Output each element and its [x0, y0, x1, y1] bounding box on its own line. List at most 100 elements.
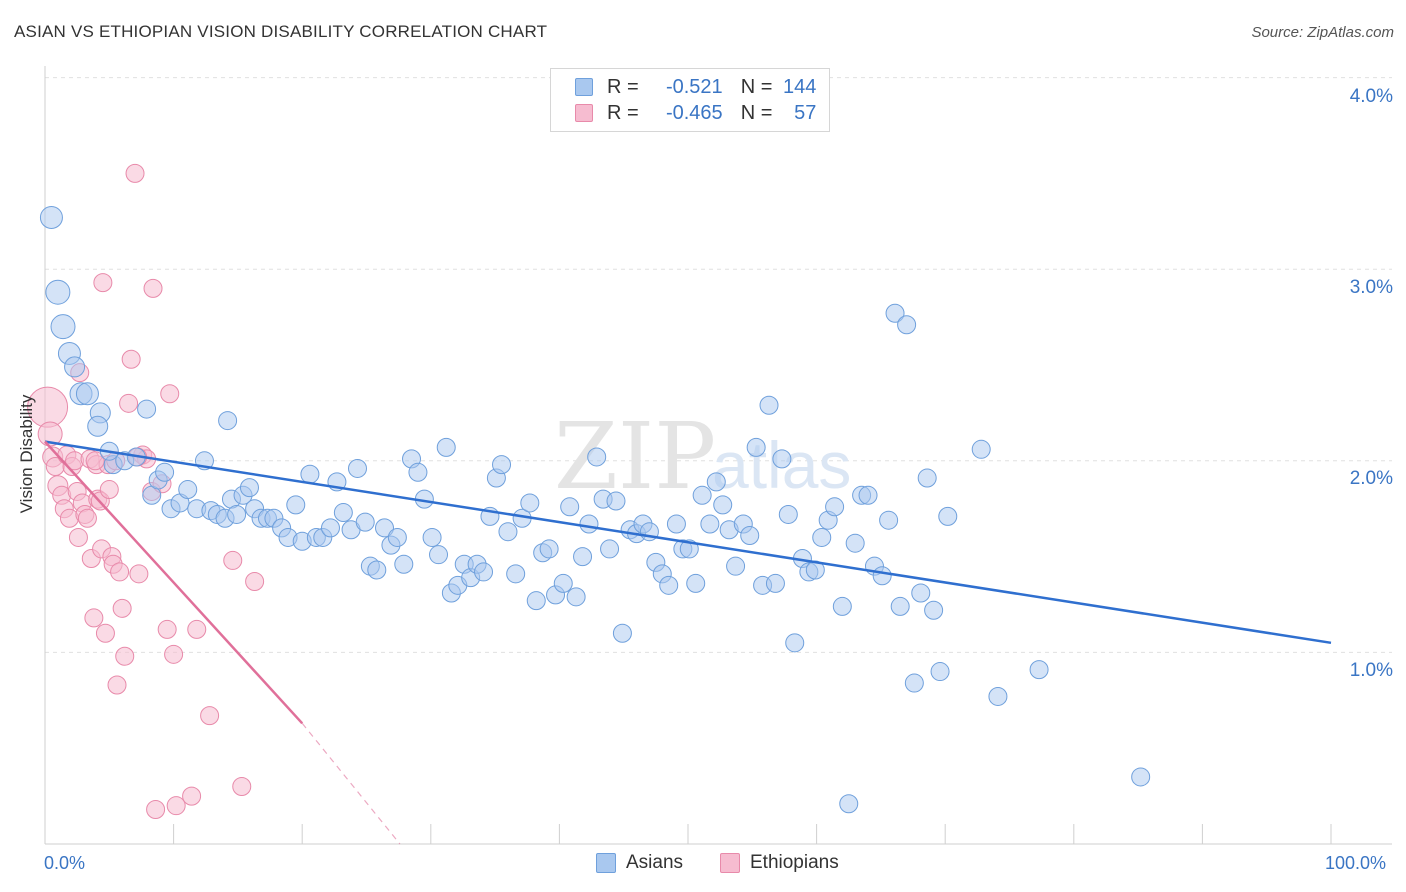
- asians-point: [726, 556, 746, 576]
- ethiopians-point: [146, 800, 166, 820]
- ethiopians-trend-extension: [301, 722, 401, 845]
- ethiopians-point: [110, 562, 130, 582]
- asians-point: [178, 480, 198, 500]
- asians-point: [579, 514, 599, 534]
- ethiopians-point: [77, 508, 97, 528]
- ethiopians-point: [187, 619, 207, 639]
- legend-r-value: -0.521: [665, 75, 723, 98]
- asians-point: [686, 573, 706, 593]
- ethiopians-point: [84, 608, 104, 628]
- ethiopians-point: [121, 349, 141, 369]
- asians-point: [713, 495, 733, 515]
- ethiopians-point: [125, 163, 145, 183]
- legend-n-value: 57: [794, 101, 817, 124]
- ethiopians-point: [93, 273, 113, 293]
- y-tick-label: 3.0%: [1349, 277, 1393, 298]
- asians-swatch: [596, 853, 616, 873]
- ethiopians-point: [115, 646, 135, 666]
- asians-point: [879, 510, 899, 530]
- legend-item-asians[interactable]: Asians: [596, 852, 683, 874]
- asians-point: [526, 591, 546, 611]
- asians-point: [839, 794, 859, 814]
- asians-point: [539, 539, 559, 559]
- asians-point: [506, 564, 526, 584]
- legend-row-asians: R = -0.521 N = 144: [575, 74, 816, 100]
- source-label: Source: ZipAtlas.com: [1251, 24, 1394, 41]
- asians-point: [155, 462, 175, 482]
- ethiopians-point: [95, 623, 115, 643]
- asians-point: [765, 573, 785, 593]
- y-tick-label: 1.0%: [1349, 660, 1393, 681]
- ethiopians-point: [119, 393, 139, 413]
- asians-point: [759, 395, 779, 415]
- asians-point: [904, 673, 924, 693]
- asians-point: [137, 399, 157, 419]
- asians-point: [845, 533, 865, 553]
- legend-item-ethiopians[interactable]: Ethiopians: [720, 852, 839, 874]
- asians-point: [355, 512, 375, 532]
- asians-point: [890, 596, 910, 616]
- asians-point: [320, 518, 340, 538]
- asians-point: [971, 439, 991, 459]
- ethiopians-point: [245, 572, 265, 592]
- asians-point: [1029, 660, 1049, 680]
- series-legend: Asians Ethiopians: [0, 852, 1406, 878]
- asians-point: [858, 485, 878, 505]
- asians-point: [872, 566, 892, 586]
- asians-point: [375, 518, 395, 538]
- asians-point: [740, 526, 760, 546]
- asians-point: [347, 458, 367, 478]
- ethiopians-point: [166, 796, 186, 816]
- asians-point: [367, 560, 387, 580]
- asians-point: [679, 539, 699, 559]
- legend-n-value: 144: [783, 75, 817, 98]
- asians-point: [45, 279, 71, 305]
- asians-point: [498, 522, 518, 542]
- asians-point: [666, 514, 686, 534]
- asians-point: [286, 495, 306, 515]
- asians-point: [1131, 767, 1151, 787]
- asians-point: [706, 472, 726, 492]
- asians-point: [87, 415, 109, 437]
- ethiopians-point: [99, 480, 119, 500]
- asians-point: [938, 506, 958, 526]
- asians-point: [772, 449, 792, 469]
- ethiopians-point: [129, 564, 149, 584]
- legend-item-label: Ethiopians: [750, 852, 839, 873]
- asians-point: [436, 437, 456, 457]
- legend-item-label: Asians: [626, 852, 684, 873]
- ethiopians-point: [112, 598, 132, 618]
- asians-point: [587, 447, 607, 467]
- legend-row-ethiopians: R = -0.465 N = 57: [575, 100, 816, 126]
- ethiopians-point: [107, 675, 127, 695]
- asians-point: [64, 356, 86, 378]
- ethiopians-point: [143, 278, 163, 298]
- asians-point: [917, 468, 937, 488]
- asians-point: [700, 514, 720, 534]
- asians-point: [474, 562, 494, 582]
- y-axis-label: Vision Disability: [17, 394, 36, 514]
- asians-point: [692, 485, 712, 505]
- asians-point: [825, 497, 845, 517]
- asians-point: [911, 583, 931, 603]
- y-tick-label: 2.0%: [1349, 468, 1393, 489]
- asians-point: [387, 527, 407, 547]
- asians-point: [566, 587, 586, 607]
- asians-point: [300, 464, 320, 484]
- asians-point: [492, 455, 512, 475]
- ethiopians-point: [160, 384, 180, 404]
- ethiopians-point: [223, 550, 243, 570]
- asians-point: [75, 382, 99, 406]
- asians-point: [520, 493, 540, 513]
- asians-point: [50, 314, 76, 340]
- chart-title: ASIAN VS ETHIOPIAN VISION DISABILITY COR…: [14, 22, 548, 41]
- asians-point: [832, 596, 852, 616]
- asians-point: [218, 411, 238, 431]
- trend-lines: [44, 440, 1332, 845]
- asians-point: [560, 497, 580, 517]
- x-tick-label: 100.0%: [1325, 853, 1387, 873]
- asians-point: [812, 527, 832, 547]
- asians-point: [394, 554, 414, 574]
- asians-point: [930, 662, 950, 682]
